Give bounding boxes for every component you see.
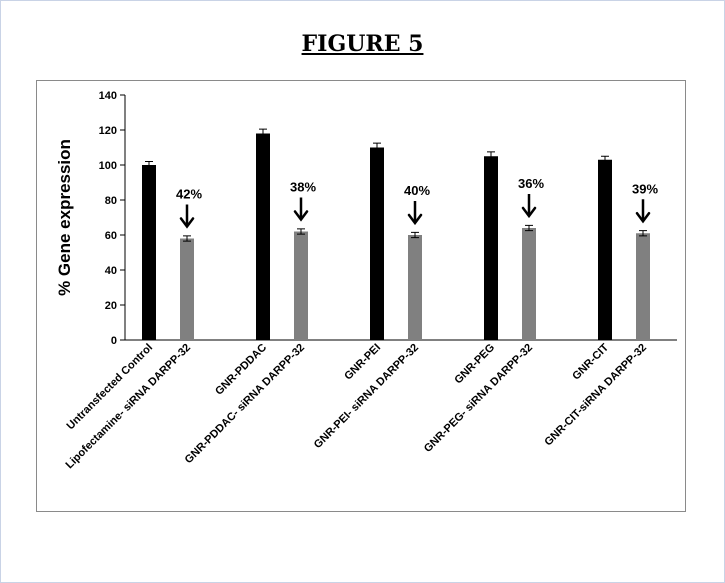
y-tick-label: 0 — [111, 335, 117, 347]
y-axis-title: % Gene expression — [55, 139, 74, 296]
down-arrow-head-icon — [293, 210, 309, 222]
reduction-label: 42% — [176, 187, 202, 202]
down-arrow-head-icon — [521, 206, 537, 219]
reduction-label: 38% — [290, 180, 316, 195]
down-arrow-head-icon — [407, 213, 423, 226]
bar — [484, 156, 498, 340]
y-tick-label: 100 — [99, 160, 117, 172]
bar — [522, 228, 536, 340]
down-arrow-head-icon — [179, 217, 195, 229]
reduction-label: 40% — [404, 183, 430, 198]
bar — [598, 159, 612, 340]
y-tick-label: 60 — [105, 230, 117, 242]
bar — [256, 133, 270, 340]
y-tick-label: 20 — [105, 300, 117, 312]
down-arrow-head-icon — [635, 212, 651, 224]
bar — [294, 231, 308, 340]
chart-frame: 0 20 40 60 80 100 120 140% Gene expression Untra… — [36, 80, 686, 512]
bar — [636, 233, 650, 340]
figure-title: FIGURE 5 — [301, 31, 424, 57]
y-tick-label: 140 — [99, 90, 117, 102]
reduction-label: 36% — [518, 176, 544, 191]
y-tick-label: 40 — [105, 265, 117, 277]
bar — [142, 165, 156, 340]
reduction-label: 39% — [632, 181, 658, 196]
bar — [180, 238, 194, 340]
y-tick-label: 80 — [105, 195, 117, 207]
bar — [408, 235, 422, 340]
bar — [370, 147, 384, 340]
y-tick-label: 120 — [99, 125, 117, 137]
